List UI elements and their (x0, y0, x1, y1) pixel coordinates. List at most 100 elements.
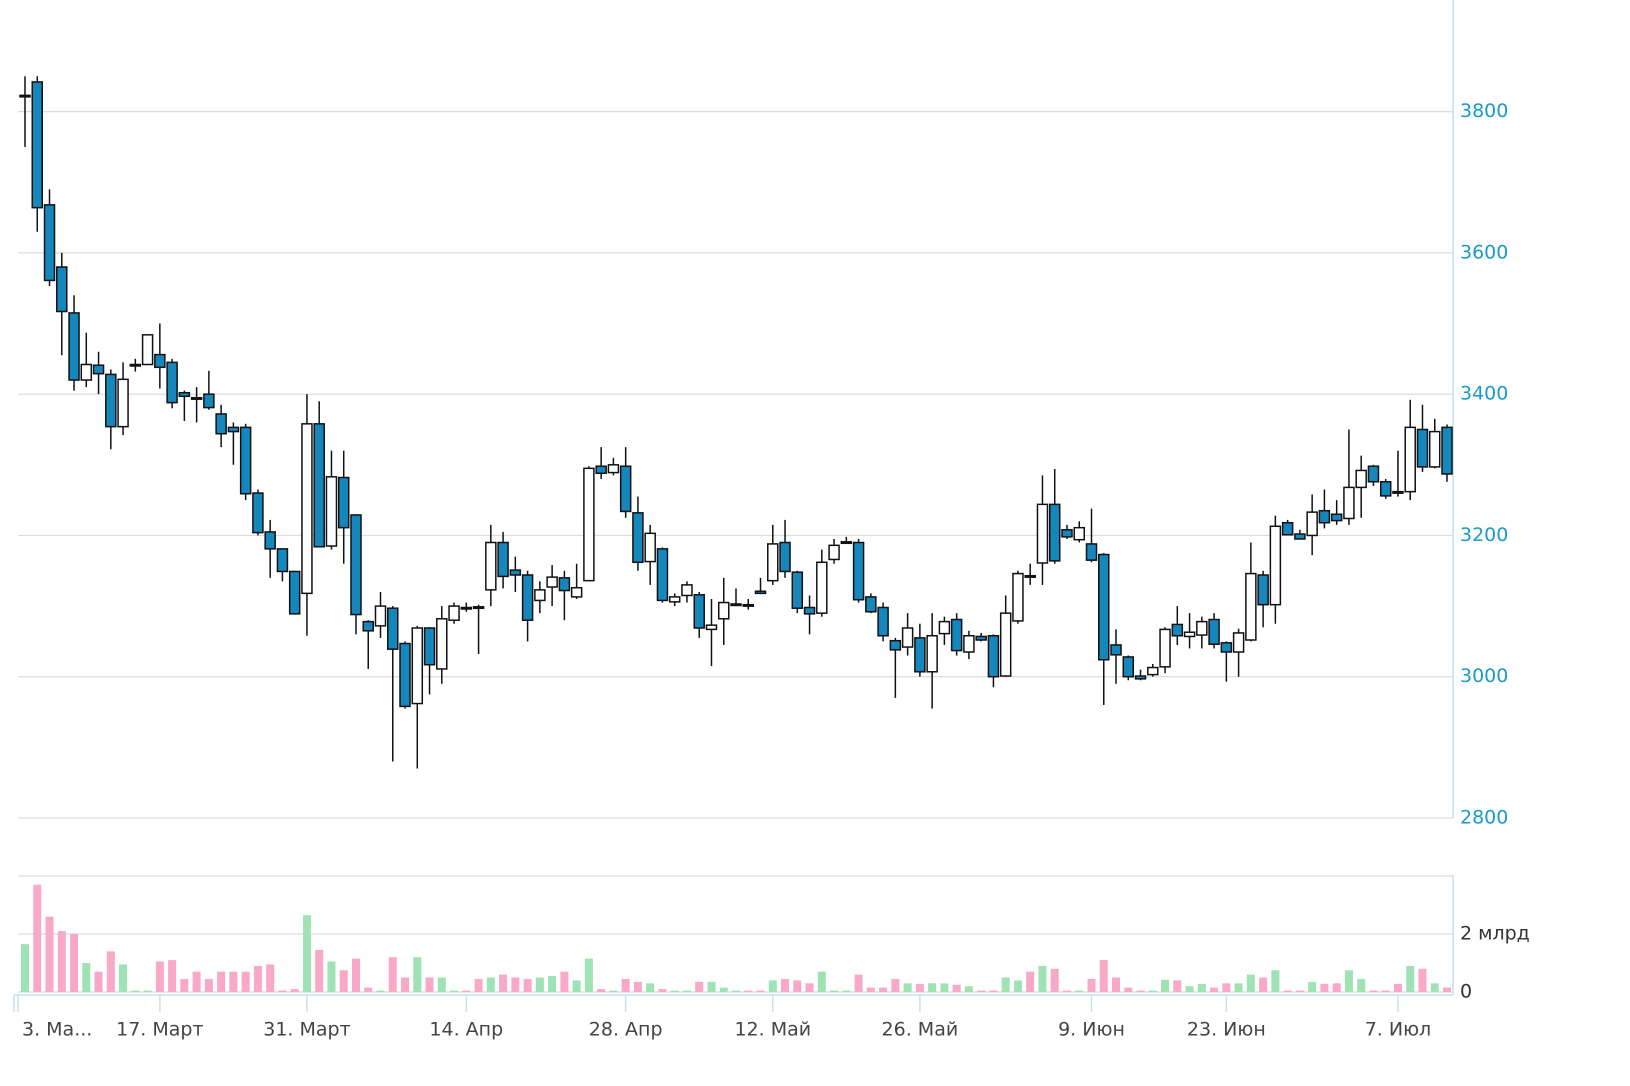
candle-body (1257, 574, 1269, 606)
volume-bar (940, 983, 949, 992)
candle-body (350, 514, 362, 616)
candle-body (1110, 644, 1122, 656)
volume-bar (1418, 968, 1427, 992)
volume-bar (658, 989, 667, 992)
volume-bar (744, 990, 753, 992)
volume-bar (928, 983, 937, 992)
volume-bar (1087, 978, 1096, 992)
volume-bar (1062, 990, 1071, 992)
candle-body (337, 476, 350, 529)
x-tick-label: 31. Март (263, 1019, 350, 1041)
volume-bar (119, 964, 128, 992)
candle-body (938, 620, 951, 635)
volume-bar (964, 986, 973, 992)
candle-body (1245, 572, 1257, 641)
candle-body (92, 364, 105, 375)
candle-body (141, 334, 154, 366)
candle-body (816, 561, 828, 614)
candle-body (852, 541, 865, 601)
volume-bar (1234, 983, 1243, 992)
candle-body (1098, 553, 1110, 661)
x-tick-label: 23. Июн (1187, 1019, 1266, 1041)
candle-body (1269, 525, 1282, 606)
candle-body (436, 618, 448, 670)
candle-body (178, 392, 191, 398)
volume-bar (1148, 990, 1157, 992)
y-tick-label: 2 млрд (1460, 923, 1530, 945)
candle-body (987, 635, 1000, 678)
volume-bar (241, 971, 250, 992)
volume-bar (413, 957, 422, 992)
volume-bar (290, 989, 299, 992)
volume-bar (842, 990, 851, 992)
volume-bar (437, 977, 446, 992)
y-tick-label: 0 (1460, 981, 1472, 1003)
volume-bar (1283, 990, 1292, 992)
candle-body (19, 94, 31, 98)
candle-body (252, 492, 264, 534)
candle-body (999, 612, 1012, 677)
volume-bar (376, 990, 385, 992)
y-tick-label: 3800 (1460, 100, 1508, 122)
candle-body (1085, 543, 1098, 561)
volume-bar (1026, 971, 1035, 992)
volume-bar (106, 951, 115, 992)
volume-bar (830, 990, 839, 992)
volume-bar (781, 978, 790, 992)
volume-bar (82, 963, 91, 992)
candle-body (448, 605, 460, 621)
volume-bar (548, 976, 557, 992)
candle-body (1441, 426, 1453, 475)
candle-body (43, 204, 56, 282)
candle-body (950, 618, 963, 652)
candle-body (1147, 666, 1159, 676)
volume-bar (1430, 983, 1439, 992)
candle-body (558, 577, 571, 592)
volume-bar (143, 990, 152, 992)
volume-bar (474, 978, 483, 992)
candle-body (1367, 465, 1380, 483)
volume-bar (915, 983, 924, 992)
volume-bar (1369, 990, 1378, 992)
volume-bar (646, 983, 655, 992)
volume-bar (315, 949, 324, 992)
volume-bar (572, 980, 581, 992)
candle-body (497, 541, 509, 578)
candle-body (1061, 529, 1073, 538)
candle-body (705, 624, 718, 631)
volume-bar (1443, 987, 1451, 992)
volume-bar (1124, 987, 1133, 992)
volume-bar (1246, 974, 1255, 992)
volume-bar (266, 964, 275, 992)
candle-body (828, 544, 840, 561)
volume-bar (180, 978, 189, 992)
volume-bar (462, 990, 471, 992)
volume-bar (155, 961, 164, 992)
volume-bar (989, 990, 998, 992)
candle-body (583, 467, 595, 582)
candle-body (264, 531, 276, 550)
candle-body (1318, 509, 1331, 524)
candle-body (190, 396, 203, 400)
volume-bar (866, 987, 875, 992)
volume-bar (217, 971, 226, 992)
volume-bar (523, 978, 532, 992)
candle-body (963, 635, 975, 653)
candle-body (877, 606, 889, 637)
volume-bar (168, 960, 177, 992)
volume-bar (1038, 965, 1047, 992)
candle-body (717, 601, 730, 620)
volume-bar (192, 971, 201, 992)
volume-bar (977, 990, 986, 992)
volume-bar (1075, 990, 1084, 992)
candle-body (644, 532, 656, 563)
volume-bar (450, 990, 459, 992)
volume-bar (732, 990, 740, 992)
candle-body (1220, 642, 1233, 653)
candle-body (754, 590, 767, 595)
volume-bar (756, 990, 765, 992)
candle-body (570, 586, 583, 598)
candle-body (411, 627, 424, 705)
volume-bar (597, 989, 606, 992)
candle-body (105, 373, 117, 428)
